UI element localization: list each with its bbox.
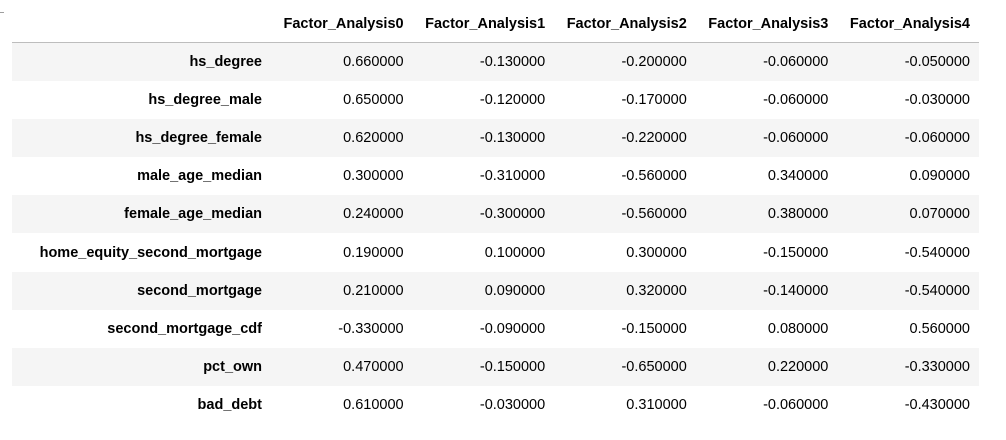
- table-cell: -0.150000: [763, 244, 829, 261]
- table-cell: 0.620000: [343, 129, 404, 146]
- table-cell: -0.650000: [621, 359, 687, 376]
- table-cell: -0.540000: [904, 244, 970, 261]
- table-cell: 0.240000: [343, 206, 404, 223]
- table-cell: 0.100000: [484, 244, 546, 261]
- table-row: home_equity_second_mortgage 0.190000 0.1…: [12, 233, 979, 272]
- table-cell: -0.050000: [904, 53, 970, 70]
- table-cell: -0.560000: [621, 168, 687, 185]
- factor-loadings-table: Factor_Analysis0 Factor_Analysis1 Factor…: [12, 6, 979, 425]
- table-cell: -0.060000: [763, 53, 829, 70]
- table-cell: -0.150000: [621, 320, 687, 337]
- table-cell: 0.560000: [909, 320, 970, 337]
- row-index-label: pct_own: [203, 359, 262, 376]
- column-header: Factor_Analysis1: [412, 6, 555, 43]
- output-prompt-marker: [0, 12, 4, 13]
- table-cell: -0.130000: [479, 129, 546, 146]
- column-header: Factor_Analysis3: [695, 6, 838, 43]
- table-row: hs_degree_female 0.620000 -0.130000 -0.2…: [12, 118, 979, 158]
- table-cell: -0.200000: [621, 53, 687, 70]
- row-index-label: hs_degree_female: [135, 129, 262, 146]
- table-cell: 0.340000: [767, 168, 829, 185]
- table-cell: -0.090000: [479, 320, 546, 337]
- row-index-label: hs_degree_male: [148, 91, 262, 108]
- table-cell: 0.220000: [767, 359, 829, 376]
- table-cell: -0.130000: [479, 53, 546, 70]
- table-cell: -0.060000: [763, 397, 829, 414]
- table-cell: -0.430000: [904, 397, 970, 414]
- table-cell: 0.470000: [343, 359, 404, 376]
- table-cell: 0.300000: [626, 244, 687, 261]
- table-cell: -0.120000: [479, 91, 546, 108]
- table-cell: 0.090000: [909, 168, 970, 185]
- column-header: Factor_Analysis0: [271, 6, 413, 43]
- table-cell: 0.610000: [343, 397, 404, 414]
- table-cell: -0.030000: [479, 397, 546, 414]
- row-index-label: bad_debt: [197, 397, 262, 414]
- table-row: hs_degree 0.660000 -0.130000 -0.200000 -…: [12, 42, 979, 81]
- dataframe-output: Factor_Analysis0 Factor_Analysis1 Factor…: [12, 6, 979, 425]
- row-index-label: second_mortgage_cdf: [107, 320, 262, 337]
- table-cell: -0.330000: [904, 359, 970, 376]
- table-cell: 0.320000: [626, 282, 687, 299]
- table-cell: 0.380000: [767, 206, 829, 223]
- table-row: hs_degree_male 0.650000 -0.120000 -0.170…: [12, 80, 979, 119]
- table-row: bad_debt 0.610000 -0.030000 0.310000 -0.…: [12, 386, 979, 425]
- table-cell: 0.310000: [626, 397, 687, 414]
- table-row: pct_own 0.470000 -0.150000 -0.650000 0.2…: [12, 348, 979, 387]
- index-header: [12, 6, 271, 43]
- table-cell: 0.300000: [343, 168, 404, 185]
- row-index-label: male_age_median: [137, 168, 262, 185]
- table-cell: 0.660000: [343, 53, 404, 70]
- table-row: female_age_median 0.240000 -0.300000 -0.…: [12, 195, 979, 234]
- table-cell: -0.060000: [763, 129, 829, 146]
- table-cell: 0.080000: [767, 320, 829, 337]
- table-cell: 0.210000: [343, 282, 404, 299]
- row-index-label: female_age_median: [124, 206, 262, 223]
- column-header: Factor_Analysis4: [837, 6, 979, 43]
- row-index-label: hs_degree: [189, 53, 262, 70]
- table-cell: 0.070000: [909, 206, 970, 223]
- table-cell: -0.310000: [479, 168, 546, 185]
- table-cell: -0.170000: [621, 91, 687, 108]
- table-cell: -0.140000: [763, 282, 829, 299]
- row-index-label: home_equity_second_mortgage: [39, 244, 262, 261]
- table-cell: -0.330000: [338, 320, 404, 337]
- table-cell: -0.060000: [904, 129, 970, 146]
- column-header: Factor_Analysis2: [554, 6, 696, 43]
- table-cell: -0.540000: [904, 282, 970, 299]
- table-row: second_mortgage 0.210000 0.090000 0.3200…: [12, 271, 979, 310]
- table-cell: 0.090000: [484, 282, 546, 299]
- table-cell: -0.030000: [904, 91, 970, 108]
- table-cell: -0.220000: [621, 129, 687, 146]
- table-cell: -0.060000: [763, 91, 829, 108]
- table-cell: -0.150000: [479, 359, 546, 376]
- table-row: male_age_median 0.300000 -0.310000 -0.56…: [12, 157, 979, 196]
- table-row: second_mortgage_cdf -0.330000 -0.090000 …: [12, 309, 979, 348]
- table-cell: 0.190000: [343, 244, 404, 261]
- table-cell: -0.300000: [479, 206, 546, 223]
- table-cell: 0.650000: [343, 91, 404, 108]
- row-index-label: second_mortgage: [137, 282, 262, 299]
- table-cell: -0.560000: [621, 206, 687, 223]
- header-row: Factor_Analysis0 Factor_Analysis1 Factor…: [12, 6, 979, 43]
